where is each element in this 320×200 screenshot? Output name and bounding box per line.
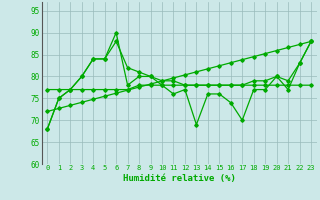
X-axis label: Humidité relative (%): Humidité relative (%) (123, 174, 236, 183)
